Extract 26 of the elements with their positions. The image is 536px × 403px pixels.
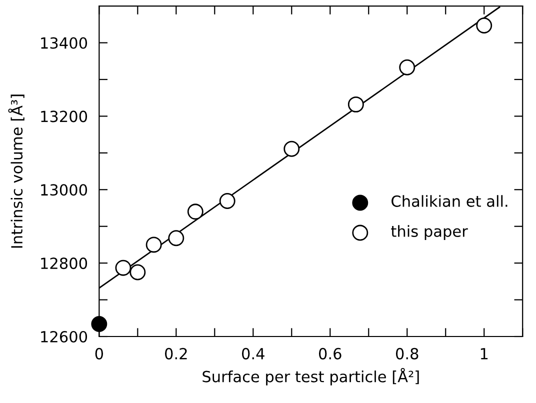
x-tick-label: 0.6 [318,348,342,360]
y-tick-label: 13000 [41,184,88,196]
point [219,193,236,209]
x-tick-label: 0.8 [396,348,418,360]
legend-label: this paper [391,225,468,240]
x-tick-label: 0.4 [242,348,264,360]
x-tick-label: 0.2 [165,348,187,360]
point [348,96,364,112]
y-tick-label: 13200 [41,110,88,122]
point [284,140,300,157]
point [399,59,416,76]
y-tick-label: 13400 [41,37,88,49]
y-tick-label: 12600 [41,330,88,343]
y-tick-label: 12800 [41,258,88,270]
point [476,18,492,34]
point [130,264,146,280]
point [168,230,184,246]
point [187,204,204,220]
x-tick-label: 0 [95,348,104,360]
x-tick-label: 1 [480,348,488,360]
y-axis-title: Intrinsic volume [Å³] [8,94,24,248]
point [146,236,162,253]
point [91,316,108,332]
point [115,260,132,276]
legend-label: Chalikian et all. [392,195,508,207]
x-axis-title: Surface per test particle [Å²] [202,368,419,386]
